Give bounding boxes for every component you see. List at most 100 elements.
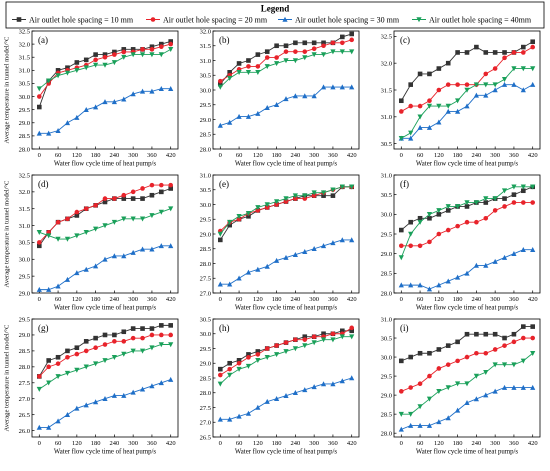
data-point: [502, 196, 507, 201]
y-tick-label: 32.5: [19, 28, 30, 35]
data-point: [74, 209, 80, 215]
data-point: [464, 381, 470, 387]
data-point: [55, 73, 61, 79]
y-tick-label: 32.5: [19, 172, 30, 179]
data-point: [408, 243, 413, 249]
data-point: [255, 205, 261, 211]
data-point: [445, 227, 451, 233]
data-point: [55, 283, 61, 289]
data-point: [93, 345, 98, 351]
data-point: [246, 64, 251, 69]
data-point: [246, 352, 251, 357]
x-tick-label: 360: [509, 296, 519, 303]
data-point: [511, 250, 517, 256]
data-point: [218, 78, 223, 84]
data-point: [445, 385, 451, 391]
data-point: [236, 413, 242, 419]
data-point: [74, 367, 80, 373]
data-point: [274, 61, 280, 67]
data-point: [330, 49, 336, 55]
data-point: [464, 87, 470, 93]
data-point: [311, 334, 317, 340]
data-point: [302, 334, 308, 339]
data-point: [473, 92, 479, 98]
y-tick-label: 30.0: [381, 212, 392, 219]
data-point: [168, 47, 174, 53]
data-point: [46, 380, 52, 386]
data-point: [492, 87, 498, 93]
data-point: [293, 49, 298, 54]
x-tick-label: 180: [91, 296, 101, 303]
x-tick-label: 0: [38, 152, 41, 159]
y-tick-label: 26.0: [19, 428, 30, 435]
data-series: [36, 376, 174, 430]
x-tick-label: 60: [236, 152, 243, 159]
plot-frame: [212, 318, 360, 438]
data-point: [168, 332, 173, 338]
legend-marker: [416, 17, 422, 23]
chart-panel: 0 60 120 180 240 300 360 420 28.0 28.5 29.0 29.5 30.…: [200, 28, 360, 168]
data-point: [473, 262, 479, 268]
y-tick-label: 28.0: [200, 390, 211, 397]
data-point: [93, 104, 99, 110]
data-point: [473, 82, 479, 88]
data-point: [339, 49, 345, 55]
data-point: [65, 65, 70, 71]
data-point: [245, 410, 252, 416]
data-point: [501, 188, 508, 194]
data-point: [408, 135, 414, 141]
data-point: [417, 124, 423, 130]
data-point: [445, 204, 451, 210]
data-point: [121, 253, 127, 259]
data-point: [445, 82, 451, 87]
data-point: [55, 236, 61, 242]
data-point: [236, 360, 242, 366]
data-point: [121, 192, 127, 198]
data-point: [112, 52, 117, 57]
x-axis-label: Water flow cycle time of heat pump/s: [235, 305, 337, 312]
data-point: [274, 257, 280, 263]
data-point: [520, 247, 526, 253]
data-point: [320, 337, 327, 343]
plot-frame: [31, 318, 179, 438]
data-point: [236, 366, 242, 372]
x-tick-label: 420: [528, 296, 538, 303]
y-tick-label: 31.0: [19, 223, 30, 230]
data-series: [37, 39, 173, 110]
data-point: [112, 196, 117, 201]
data-point: [36, 86, 42, 92]
y-tick-label: 28.5: [19, 133, 30, 140]
data-series: [217, 49, 355, 90]
data-point: [521, 44, 526, 50]
data-point: [311, 384, 317, 390]
data-point: [111, 253, 117, 259]
y-tick-label: 31.0: [200, 58, 211, 65]
data-point: [302, 337, 308, 342]
x-tick-label: 0: [219, 440, 222, 447]
data-point: [149, 326, 155, 331]
data-point: [483, 392, 489, 398]
data-point: [55, 127, 61, 133]
data-point: [283, 199, 289, 204]
data-point: [464, 354, 470, 360]
data-point: [130, 91, 136, 97]
data-point: [399, 243, 404, 249]
data-point: [399, 227, 404, 233]
x-tick-label: 0: [400, 152, 403, 159]
data-point: [246, 355, 251, 360]
data-point: [483, 200, 489, 205]
chart-panel: 0 60 120 180 240 300 360 420 28.0 28.5 29.0 29.5 30.…: [381, 172, 541, 312]
data-point: [427, 215, 432, 221]
data-point: [159, 189, 164, 195]
y-tick-label: 29.0: [381, 392, 392, 399]
data-point: [502, 204, 507, 209]
data-point: [283, 254, 289, 260]
x-tick-label: 180: [91, 152, 101, 159]
data-point: [445, 60, 451, 66]
x-tick-label: 300: [128, 440, 138, 447]
data-point: [530, 335, 535, 341]
data-point: [417, 219, 423, 225]
data-point: [339, 237, 345, 243]
data-point: [227, 222, 232, 228]
data-point: [492, 82, 498, 88]
